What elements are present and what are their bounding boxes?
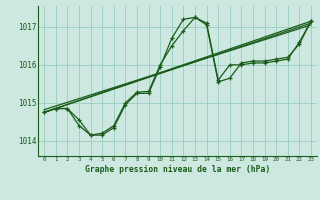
X-axis label: Graphe pression niveau de la mer (hPa): Graphe pression niveau de la mer (hPa): [85, 165, 270, 174]
